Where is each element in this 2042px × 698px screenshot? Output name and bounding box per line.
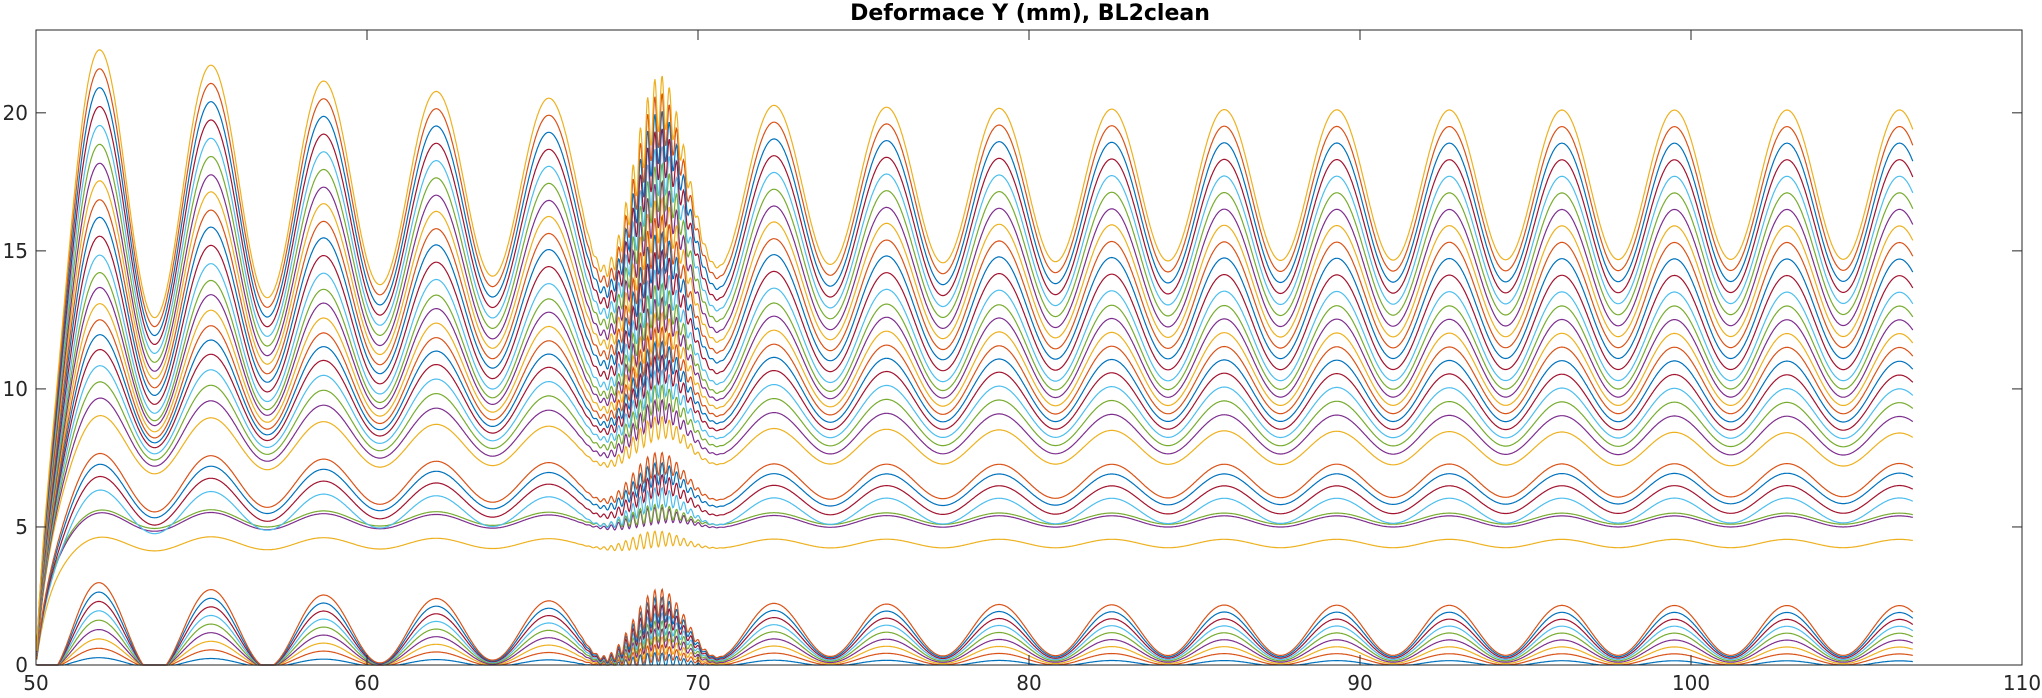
series-line-7 [36,600,1914,666]
series-line-31 [36,180,1914,654]
x-tick-label-110: 110 [2003,671,2041,695]
series-line-11 [36,506,1913,660]
series-line-25 [36,286,1914,656]
series-line-20 [36,365,1914,657]
series-layer [36,49,1914,666]
y-tick-label-20: 20 [3,101,28,125]
y-axis: 0 5 10 15 20 [3,101,2022,677]
series-line-12 [36,503,1913,660]
x-tick-label-90: 90 [1347,671,1372,695]
y-tick-label-15: 15 [3,239,28,263]
series-line-38 [36,49,1914,651]
series-line-18 [36,397,1914,657]
series-line-3 [36,635,1913,666]
series-line-34 [36,124,1914,653]
series-line-17 [36,415,1914,657]
x-tick-label-80: 80 [1016,671,1041,695]
x-tick-label-50: 50 [23,671,48,695]
series-line-28 [36,235,1914,655]
series-line-10 [36,530,1913,661]
series-line-14 [36,473,1914,660]
series-line-26 [36,272,1914,655]
x-tick-label-70: 70 [685,671,710,695]
series-line-2 [36,643,1913,666]
series-line-36 [36,87,1914,652]
series-line-4 [36,627,1913,666]
series-line-5 [36,619,1914,666]
series-line-29 [36,216,1914,654]
series-line-16 [36,451,1914,659]
y-tick-label-10: 10 [3,377,28,401]
series-line-13 [36,486,1914,660]
series-line-15 [36,461,1914,659]
axes-box [35,29,2023,666]
series-line-37 [36,68,1914,652]
chart-title: Deformace Y (mm), BL2clean [850,1,1210,26]
series-line-30 [36,199,1914,654]
series-line-24 [36,303,1914,656]
series-line-23 [36,319,1914,656]
x-axis: 50 60 70 80 90 100 110 [23,30,2041,695]
series-line-21 [36,348,1914,656]
series-line-8 [36,591,1914,666]
series-line-19 [36,381,1914,657]
series-line-22 [36,334,1914,656]
series-line-27 [36,254,1914,655]
x-tick-label-60: 60 [354,671,379,695]
x-tick-label-100: 100 [1672,671,1710,695]
series-line-32 [36,162,1914,654]
y-tick-label-0: 0 [15,653,28,677]
series-line-33 [36,143,1914,653]
series-line-6 [36,610,1914,666]
series-line-35 [36,106,1914,653]
y-tick-label-5: 5 [15,515,28,539]
series-line-9 [36,582,1914,666]
